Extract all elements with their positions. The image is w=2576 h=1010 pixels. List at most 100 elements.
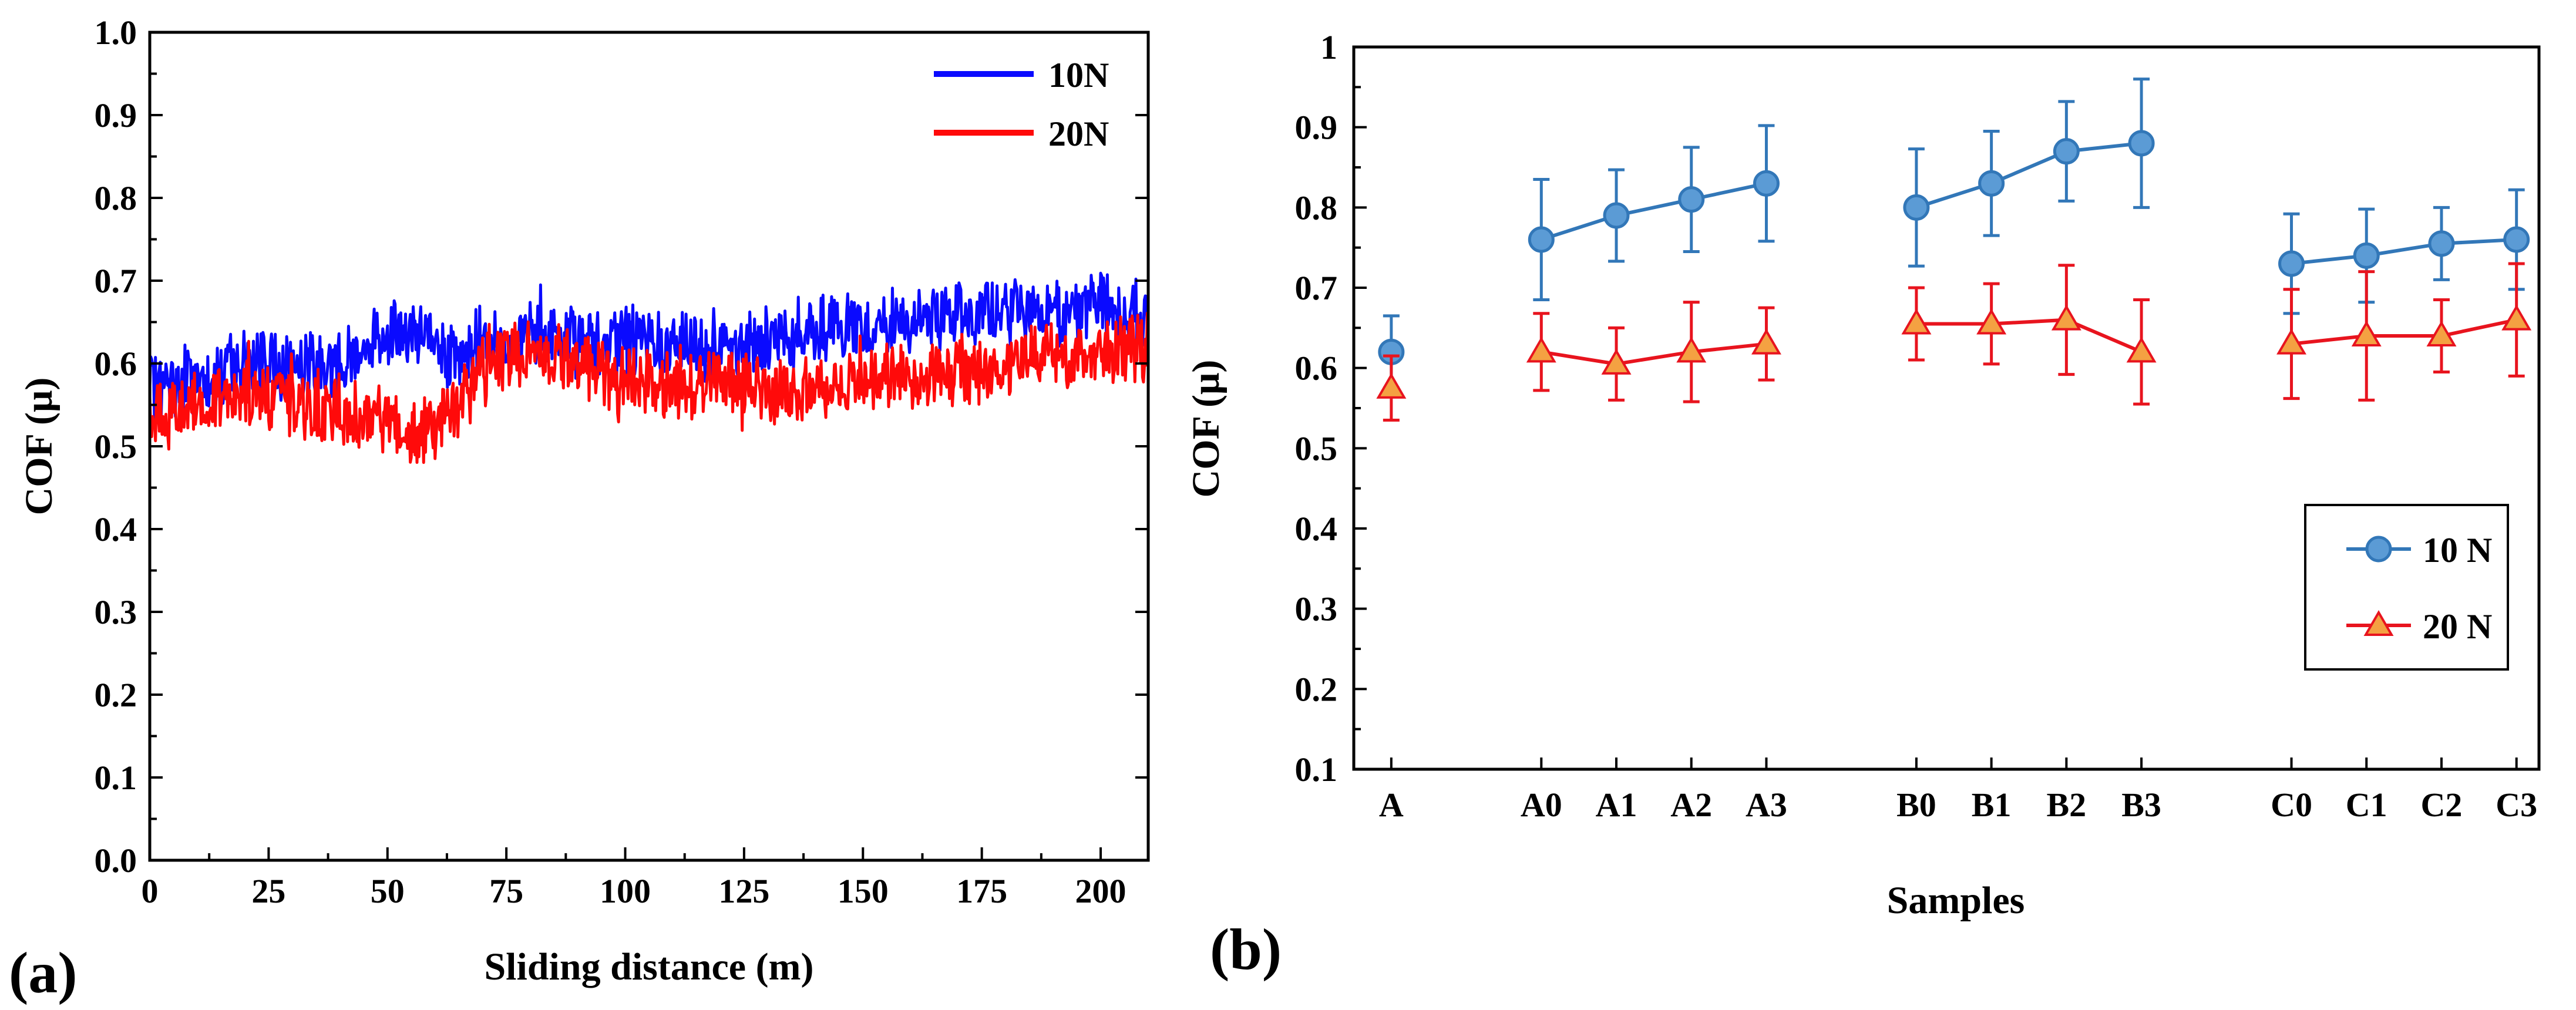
panel-b-xtick-label: B1 [1972, 786, 2012, 824]
data-point [1753, 170, 1780, 197]
panel-a-ytick-label: 0.1 [95, 759, 137, 797]
data-point [1976, 308, 2007, 335]
panel-a-xtick-label: 175 [956, 872, 1007, 910]
panel-a-xtick-label: 0 [142, 872, 159, 910]
legend-label-10-n: 10 N [2423, 531, 2492, 570]
legend-marker-10-n [2365, 536, 2392, 563]
panel-b-xlabel: Samples [1887, 879, 2025, 922]
series-line [1541, 342, 1767, 366]
panel-b-ytick-label: 0.2 [1295, 670, 1338, 708]
panel-a-letter: (a) [9, 940, 78, 1005]
panel-b-ytick-label: 1 [1320, 28, 1337, 66]
panel-a-ytick-label: 0.3 [95, 593, 137, 631]
panel-b-ytick-label: 0.8 [1295, 188, 1338, 227]
data-point [1903, 194, 1930, 221]
data-point [2278, 250, 2305, 277]
data-point [2276, 328, 2306, 355]
panel-b-ytick-label: 0.4 [1295, 510, 1338, 548]
panel-b-ytick-label: 0.6 [1295, 349, 1338, 388]
data-point [2126, 336, 2157, 363]
legend-label-20-n: 20 N [2423, 607, 2492, 646]
data-point [2428, 230, 2455, 257]
series-line [1915, 142, 2142, 210]
panel-b-xtick-label: B2 [2047, 786, 2087, 824]
panel-b-ytick-label: 0.5 [1295, 429, 1338, 467]
panel-b-xtick-label: A1 [1596, 786, 1637, 824]
panel-a-xtick-label: 125 [718, 872, 769, 910]
data-point [1376, 372, 1407, 399]
panel-b-xtick-label: B3 [2121, 786, 2161, 824]
series-line [2291, 318, 2517, 346]
panel-b-xtick-label: A [1379, 786, 1404, 824]
panel-a-xtick-label: 25 [251, 872, 285, 910]
panel-a-ylabel: COF (μ) [18, 378, 60, 516]
panel-b-ytick-label: 0.7 [1295, 269, 1338, 307]
series-line [1541, 181, 1767, 241]
panel-b-xtick-label: A3 [1746, 786, 1787, 824]
panel-a-series [148, 271, 1150, 464]
panel-b-ytick-label: 0.9 [1295, 109, 1338, 147]
panel-b-xtick-label: C2 [2421, 786, 2463, 824]
data-point [1676, 336, 1707, 363]
data-point [2426, 321, 2457, 346]
series-line [2291, 238, 2517, 265]
panel-b-letter: (b) [1210, 917, 1282, 982]
panel-a-ytick-label: 1.0 [95, 14, 137, 52]
data-point [1901, 308, 1932, 335]
panel-b-legend: 10 N 20 N [2304, 504, 2509, 671]
panel-a-xtick-label: 75 [489, 872, 523, 910]
legend-label-10n: 10N [1048, 56, 1109, 95]
data-point [2353, 242, 2380, 269]
data-point [2051, 304, 2081, 331]
data-point [2501, 304, 2532, 331]
panel-b-series-10-n [1378, 78, 2530, 390]
panel-b-xtick-label: A0 [1521, 786, 1562, 824]
panel-a: 0.0 0.1 0.2 0.3 0.4 0.5 0.6 0.7 0.8 0.9 1.0 0 25 50 75… [9, 14, 1150, 1005]
data-point [1601, 348, 1632, 375]
panel-b-xtick-label: B0 [1896, 786, 1936, 824]
panel-a-ytick-label: 0.9 [95, 96, 137, 134]
panel-b-ytick-label: 0.3 [1295, 590, 1338, 628]
panel-b-ylabel: COF (μ) [1185, 360, 1228, 498]
data-point [1526, 336, 1556, 363]
panel-a-xlabel: Sliding distance (m) [484, 945, 813, 988]
panel-b-xtick-label: C1 [2346, 786, 2387, 824]
panel-a-xtick-label: 150 [838, 872, 889, 910]
panel-b-series [1376, 78, 2532, 422]
panel-b-series-20-n [1376, 262, 2532, 422]
data-point [2351, 321, 2382, 346]
panel-a-legend: 10N 20N [934, 56, 1109, 153]
data-point [1751, 328, 1781, 355]
panel-a-ytick-label: 0.2 [95, 676, 137, 714]
panel-a-ytick-label: 0.0 [95, 841, 137, 880]
panel-b-xtick-label: C3 [2496, 786, 2537, 824]
panel-b-ytick-label: 0.1 [1295, 750, 1338, 789]
data-point [2503, 226, 2530, 253]
legend-marker-20-n [2363, 610, 2394, 636]
data-point [1678, 186, 1705, 213]
legend-box [2304, 504, 2509, 671]
panel-a-series-20n [148, 311, 1150, 464]
legend-label-20n: 20N [1048, 115, 1109, 153]
panel-a-ytick-label: 0.5 [95, 427, 137, 466]
panel-b: 0.1 0.2 0.3 0.4 0.5 0.6 0.7 0.8 0.9 1 A A0 A1 A2 A3 B0 B… [1185, 28, 2541, 982]
panel-a-ticks: 0.0 0.1 0.2 0.3 0.4 0.5 0.6 0.7 0.8 0.9 1.0 0 25 50 75… [95, 14, 1148, 910]
panel-a-ytick-label: 0.7 [95, 262, 137, 300]
data-point [2128, 130, 2155, 157]
data-point [1603, 202, 1630, 229]
panel-a-frame [148, 31, 1150, 862]
panel-a-xtick-label: 100 [600, 872, 651, 910]
panel-a-xtick-label: 50 [371, 872, 405, 910]
panel-a-ytick-label: 0.8 [95, 179, 137, 217]
panel-b-xtick-label: C0 [2271, 786, 2312, 824]
panel-b-ticks: 0.1 0.2 0.3 0.4 0.5 0.6 0.7 0.8 0.9 1 A A0 A1 A2 A3 B0 B… [1295, 28, 2538, 824]
panel-a-ytick-label: 0.4 [95, 510, 137, 548]
data-point [2053, 138, 2080, 165]
panel-a-ytick-label: 0.6 [95, 345, 137, 383]
series-line [1916, 318, 2143, 354]
panel-b-xtick-label: A2 [1670, 786, 1712, 824]
data-point [1978, 170, 2005, 197]
data-point [1528, 226, 1555, 253]
panel-a-xtick-label: 200 [1075, 872, 1126, 910]
